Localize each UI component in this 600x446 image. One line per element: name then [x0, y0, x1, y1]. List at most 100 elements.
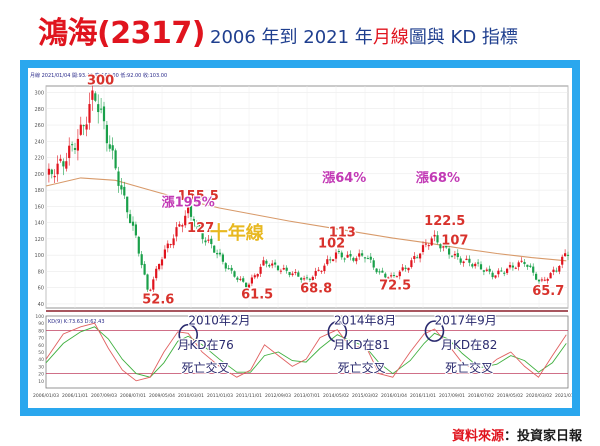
candle-body — [543, 279, 546, 281]
candle-body — [445, 244, 448, 248]
x-tick-label: 2021/01/04 — [555, 393, 572, 399]
price-label: 61.5 — [241, 287, 273, 302]
candle-body — [97, 104, 100, 113]
candle-body — [448, 248, 451, 255]
x-tick-label: 2012/09/03 — [265, 393, 291, 399]
candle-body — [271, 263, 274, 266]
x-tick-label: 2009/05/04 — [149, 393, 175, 399]
x-tick-label: 2011/01/03 — [207, 393, 233, 399]
x-tick-label: 2016/01/04 — [381, 393, 407, 399]
candle-body — [537, 279, 541, 282]
kd-annotation: 2014年8月 — [334, 314, 396, 328]
candle-body — [427, 245, 430, 247]
kd-annotation: 月KD在81 — [333, 338, 389, 352]
candle-body — [65, 161, 68, 169]
candle-body — [245, 282, 248, 288]
candle-body — [482, 270, 485, 272]
candle-body — [71, 144, 74, 146]
candlesticks — [47, 83, 570, 293]
x-tick-label: 2008/07/01 — [120, 393, 146, 399]
candle-body — [276, 265, 280, 271]
candle-body — [68, 145, 71, 159]
price-label: 68.8 — [300, 282, 332, 297]
candle-body — [53, 175, 56, 178]
candle-body — [566, 254, 570, 256]
kd-annotation: 月KD在76 — [177, 338, 233, 352]
candle-body — [117, 171, 120, 186]
candle-body — [187, 205, 190, 214]
candle-body — [166, 243, 169, 249]
candle-body — [523, 261, 526, 265]
price-label: 72.5 — [379, 279, 411, 294]
price-tick-label: 280 — [34, 107, 44, 113]
candle-body — [352, 257, 355, 261]
price-label: 155.5 — [178, 189, 219, 204]
kd-tick-label: 70 — [38, 336, 44, 342]
x-tick-label: 2020/03/02 — [526, 393, 552, 399]
candle-body — [120, 185, 123, 190]
candle-body — [288, 272, 291, 276]
candle-body — [346, 254, 349, 258]
candle-body — [123, 186, 126, 196]
candle-body — [256, 273, 259, 277]
x-tick-label: 2016/11/01 — [410, 393, 436, 399]
candle-body — [79, 124, 82, 135]
candle-body — [91, 90, 94, 100]
candle-body — [392, 275, 396, 277]
candle-body — [497, 270, 500, 275]
candle-body — [189, 205, 193, 217]
price-tick-label: 240 — [34, 139, 44, 145]
candle-body — [363, 257, 367, 259]
candle-body — [561, 256, 564, 265]
price-label: 65.7 — [532, 284, 564, 299]
x-axis: 2006/01/03 2006/11/01 2007/09/03 2008/07/01… — [33, 393, 572, 399]
candle-body — [308, 278, 311, 280]
chart-frame: 月線 2021/01/04 開:93.40 高:103.00 低:92.00 收… — [20, 60, 580, 416]
candle-body — [155, 268, 158, 279]
x-tick-label: 2007/09/03 — [91, 393, 117, 399]
candle-body — [221, 254, 224, 262]
source-text: ：投資家日報 — [503, 429, 582, 444]
candle-body — [268, 264, 271, 267]
candle-body — [300, 277, 303, 280]
candle-body — [172, 238, 175, 246]
candle-body — [410, 260, 413, 268]
candle-body — [62, 161, 65, 167]
candle-body — [303, 278, 306, 280]
kd-tick-label: 10 — [38, 379, 44, 385]
price-tick-label: 80 — [38, 269, 44, 275]
price-tick-label: 300 — [34, 91, 44, 97]
kd-tick-label: 100 — [35, 314, 44, 320]
ma-10yr-line — [45, 177, 567, 262]
candle-body — [253, 275, 256, 278]
source-label: 資料來源 — [451, 429, 504, 444]
candle-body — [398, 271, 401, 277]
candle-body — [207, 239, 210, 241]
candle-body — [192, 219, 195, 227]
x-tick-label: 2018/07/02 — [468, 393, 494, 399]
price-label: 107 — [441, 233, 468, 248]
candle-body — [384, 273, 387, 278]
x-tick-label: 2010/03/01 — [178, 393, 204, 399]
candle-body — [152, 279, 155, 290]
price-label: 127 — [187, 221, 214, 236]
candle-body — [88, 104, 91, 123]
candle-body — [433, 234, 436, 237]
candle-body — [378, 271, 381, 273]
death-cross-circle — [327, 321, 348, 343]
candle-body — [111, 145, 114, 151]
candle-body — [369, 256, 372, 260]
candle-body — [337, 251, 340, 253]
candle-body — [47, 168, 50, 175]
candle-body — [453, 253, 456, 256]
chart-svg: 月線 2021/01/04 開:93.40 高:103.00 低:92.00 收… — [30, 72, 572, 399]
kd-tick-label: 80 — [38, 328, 44, 334]
title-subtitle-highlight: 月線 — [372, 27, 409, 48]
x-tick-label: 2014/05/02 — [323, 393, 349, 399]
candle-body — [514, 267, 517, 269]
candle-body — [236, 277, 239, 280]
candle-body — [488, 268, 491, 272]
candle-body — [332, 259, 335, 262]
candle-body — [323, 265, 326, 272]
